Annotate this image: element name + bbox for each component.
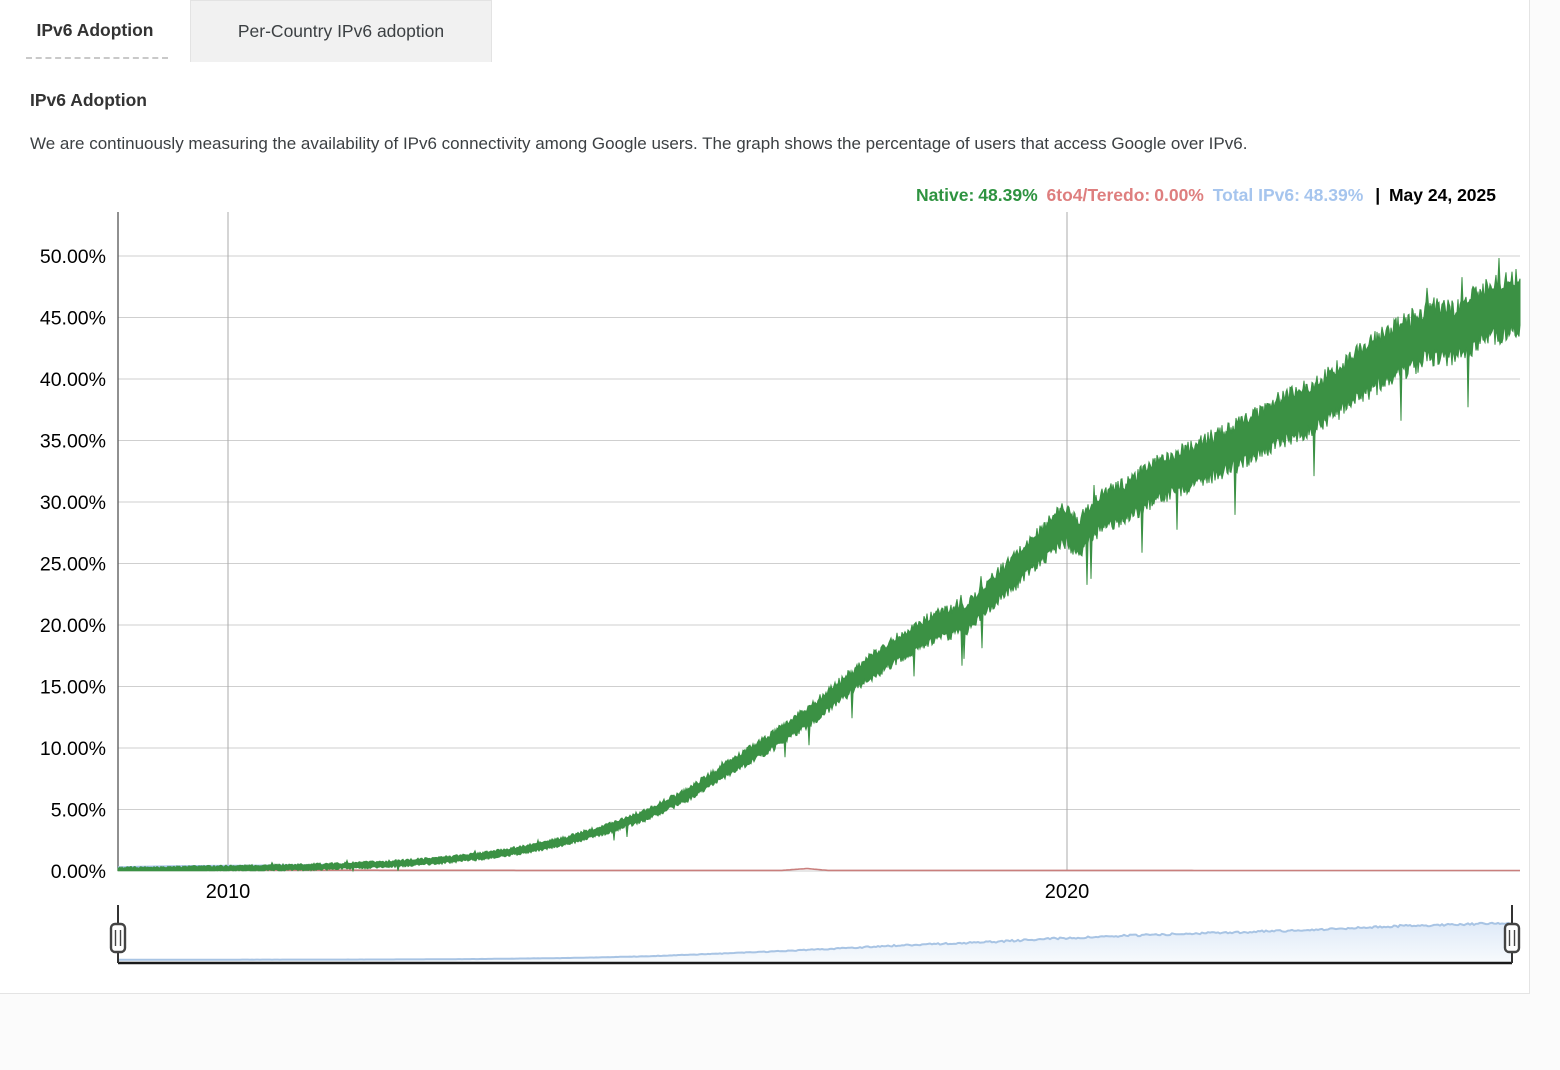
legend-date: May 24, 2025 — [1388, 185, 1496, 205]
ipv6-adoption-chart: 0.00% 5.00% 10.00% 15.00% 20.00% 25.00% 30.00%… — [40, 212, 1521, 965]
tab-ipv6-adoption[interactable]: IPv6 Adoption — [0, 0, 190, 62]
legend-total-value: 48.39% — [1303, 185, 1364, 205]
y-axis-tick-label: 45.00% — [40, 308, 106, 330]
y-axis-tick-label: 50.00% — [40, 246, 106, 268]
y-axis-tick-label: 0.00% — [51, 861, 106, 883]
legend-native-label: Native: — [915, 185, 975, 205]
y-axis-tick-label: 40.00% — [40, 369, 106, 391]
x-axis-tick-label: 2010 — [206, 881, 251, 903]
y-axis-tick-label: 25.00% — [40, 554, 106, 576]
overview-area — [118, 922, 1512, 962]
tab-ipv6-adoption-label: IPv6 Adoption — [36, 19, 154, 40]
chart-description: We are continuously measuring the availa… — [30, 134, 1248, 153]
y-axis-tick-label: 15.00% — [40, 677, 106, 699]
tab-per-country-ipv6-label: Per-Country IPv6 adoption — [237, 21, 445, 41]
page-title: IPv6 Adoption — [30, 90, 147, 110]
y-axis-tick-label: 30.00% — [40, 492, 106, 514]
overview-line — [118, 921, 1513, 961]
chart-legend: Native: 48.39% 6to4/Teredo: 0.00% Total IP… — [912, 185, 1496, 206]
legend-6to4-label: 6to4/Teredo: — [1046, 185, 1151, 205]
y-axis-tick-label: 35.00% — [40, 431, 106, 453]
tabs-bar: IPv6 Adoption Per-Country IPv6 adoption — [0, 0, 1529, 62]
y-axis-tick-label: 20.00% — [40, 615, 106, 637]
native-ipv6-band — [117, 257, 1521, 873]
legend-native-value: 48.39% — [978, 185, 1038, 205]
range-handle-left[interactable] — [109, 905, 127, 963]
tab-per-country-ipv6[interactable]: Per-Country IPv6 adoption — [190, 0, 492, 62]
x-axis-tick-label: 2020 — [1045, 881, 1090, 903]
total-ipv6-line — [118, 301, 1521, 869]
content-panel: IPv6 Adoption Per-Country IPv6 adoption … — [0, 0, 1530, 994]
y-axis-tick-label: 10.00% — [40, 738, 106, 760]
y-axis-tick-label: 5.00% — [51, 800, 106, 822]
legend-6to4-value: 0.00% — [1154, 185, 1204, 205]
legend-total-label: Total IPv6: — [1212, 185, 1300, 205]
range-handle-right[interactable] — [1503, 905, 1521, 963]
6to4-teredo-line — [118, 867, 1520, 872]
legend-separator: | — [1375, 185, 1381, 205]
